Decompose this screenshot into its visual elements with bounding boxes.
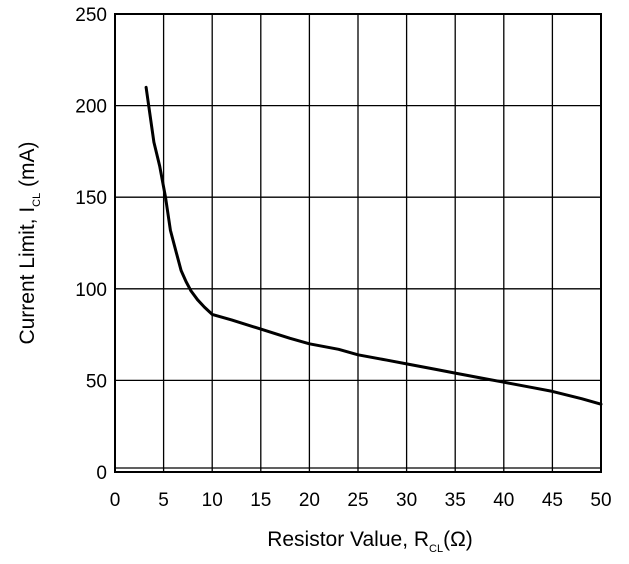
y-tick-label: 0	[96, 463, 107, 484]
x-tick-label: 40	[493, 490, 514, 511]
x-axis-title-subscript: CL	[429, 543, 443, 555]
x-axis-title: Resistor Value, RCL(Ω)	[267, 528, 473, 555]
x-tick-label: 30	[396, 490, 417, 511]
x-tick-label: 5	[158, 490, 169, 511]
x-tick-labels: 0 5 10 15 20 25 30 35 40 45 50	[110, 490, 612, 511]
y-tick-label: 200	[75, 97, 107, 118]
x-tick-label: 45	[542, 490, 563, 511]
y-axis-title: Current Limit, ICL (mA)	[16, 141, 43, 344]
x-tick-label: 15	[250, 490, 271, 511]
plot-frame	[114, 13, 602, 473]
y-tick-label: 50	[86, 371, 107, 392]
x-tick-label: 25	[347, 490, 368, 511]
x-tick-label: 35	[445, 490, 466, 511]
x-tick-label: 0	[110, 490, 121, 511]
x-axis-title-unit: (Ω)	[443, 528, 473, 551]
x-tick-label: 20	[299, 490, 320, 511]
y-tick-label: 150	[75, 188, 107, 209]
y-tick-label: 250	[75, 5, 107, 26]
x-tick-label: 50	[590, 490, 611, 511]
x-tick-label: 10	[202, 490, 223, 511]
y-tick-labels: 0 50 100 150 200 250	[75, 5, 107, 484]
grid-lines	[115, 14, 601, 473]
y-tick-label: 100	[75, 280, 107, 301]
y-axis-title-unit: (mA)	[16, 141, 39, 192]
x-axis-title-main: Resistor Value, R	[267, 528, 429, 551]
current-limit-curve	[144, 85, 603, 406]
y-axis-title-main: Current Limit, I	[16, 207, 39, 345]
y-axis-title-subscript: CL	[31, 193, 43, 207]
